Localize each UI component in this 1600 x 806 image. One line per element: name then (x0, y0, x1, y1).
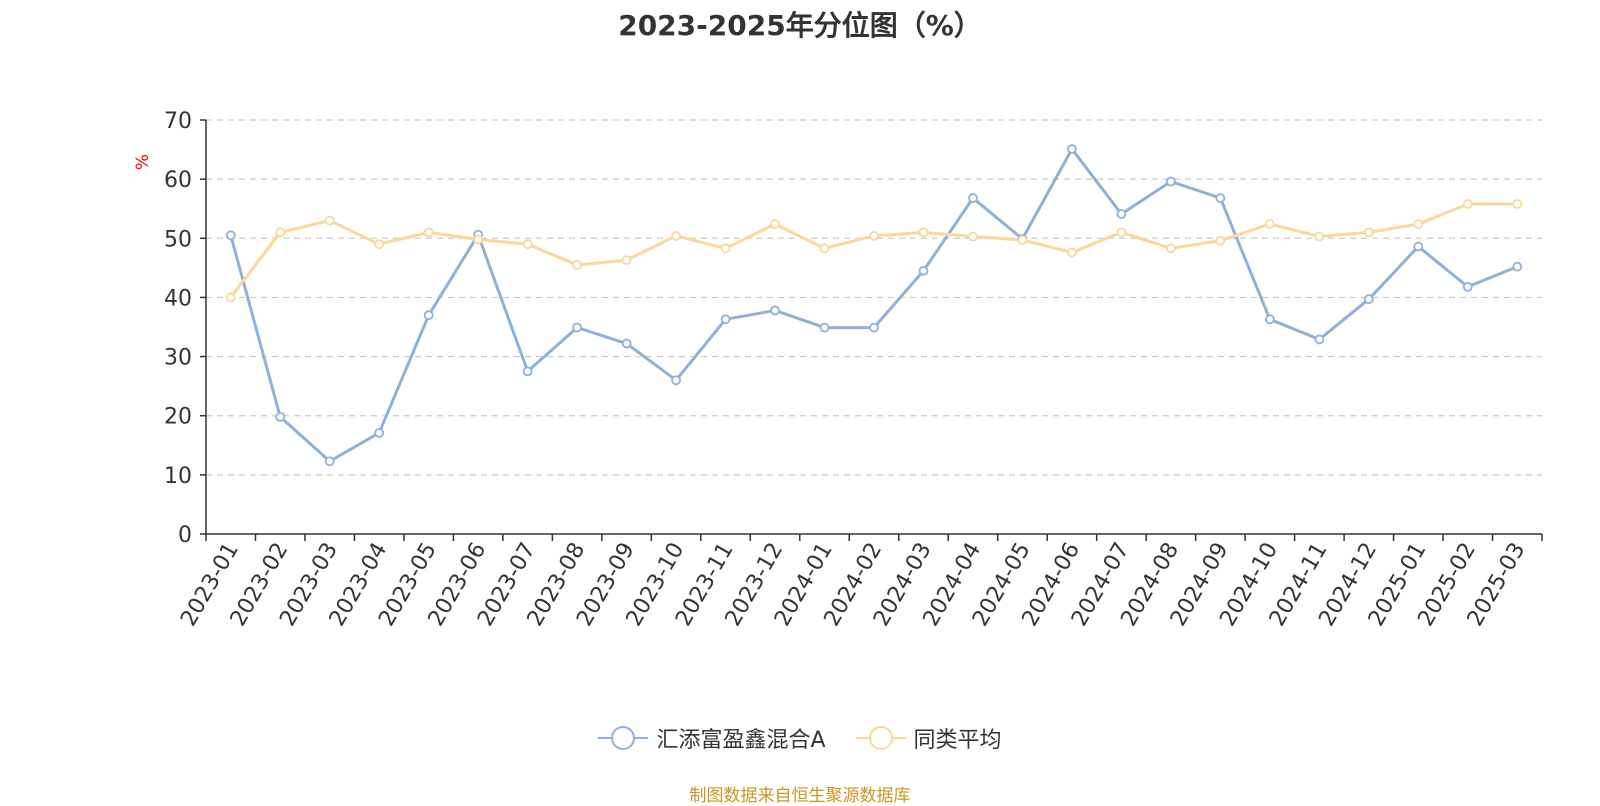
legend-item[interactable]: 同类平均 (855, 722, 1002, 754)
data-point (1314, 334, 1325, 345)
data-point (225, 292, 236, 303)
data-point (770, 219, 780, 229)
data-point (1067, 247, 1077, 258)
legend-item[interactable]: 汇添富盈鑫混合A (598, 722, 826, 754)
legend-marker-icon (598, 726, 649, 750)
data-point (324, 215, 335, 226)
data-point (621, 338, 632, 349)
data-point (423, 227, 434, 238)
data-point (671, 375, 681, 386)
series-line-1 (229, 202, 1518, 299)
legend-label: 同类平均 (913, 728, 1002, 753)
data-point (572, 322, 583, 333)
data-point (968, 231, 978, 242)
data-point (1264, 219, 1275, 229)
data-point (1017, 235, 1028, 245)
series-line-0 (229, 147, 1518, 463)
data-point (522, 366, 533, 377)
y-tick-label: 70 (164, 109, 192, 134)
data-point (572, 259, 583, 270)
data-point (918, 265, 929, 276)
data-point (275, 227, 286, 238)
y-tick-label: 40 (164, 286, 192, 311)
axes: 010203040506070%2023-012023-022023-03202… (133, 109, 1543, 631)
y-tick-label: 50 (164, 227, 192, 252)
data-point (225, 230, 236, 241)
y-tick-label: 60 (164, 168, 192, 193)
y-tick-label: 20 (164, 405, 192, 430)
y-tick-label: 30 (164, 346, 192, 371)
data-point (720, 314, 731, 325)
data-point (819, 322, 830, 333)
data-point (968, 193, 978, 203)
data-point (1116, 227, 1127, 238)
series-lines (225, 144, 1523, 467)
data-point (770, 305, 780, 316)
data-point (1215, 193, 1226, 203)
data-point (671, 231, 681, 241)
data-point (1165, 176, 1176, 187)
data-point (1116, 209, 1127, 219)
data-point (819, 243, 830, 254)
data-point (869, 322, 879, 333)
data-point (869, 231, 879, 241)
data-point (1363, 227, 1374, 238)
source-note: 制图数据来自恒生聚源数据库 (689, 786, 911, 806)
data-point (621, 255, 632, 266)
data-point (522, 239, 533, 250)
data-point (1413, 219, 1424, 229)
data-point (1363, 294, 1374, 305)
data-point (1215, 235, 1226, 246)
legend: 汇添富盈鑫混合A 同类平均 (0, 722, 1600, 754)
data-point (473, 234, 484, 245)
data-point (1067, 144, 1077, 154)
y-axis-label: % (133, 154, 153, 170)
data-point (1512, 199, 1523, 209)
data-point (1165, 243, 1176, 254)
chart-title: 2023-2025年分位图（%） (618, 9, 982, 42)
legend-label: 汇添富盈鑫混合A (656, 728, 826, 753)
data-point (1413, 241, 1424, 252)
grid-lines (206, 119, 1542, 476)
data-point (1462, 281, 1473, 292)
data-point (423, 310, 434, 321)
y-tick-label: 0 (178, 523, 192, 548)
data-point (720, 243, 731, 254)
data-point (1314, 231, 1325, 242)
data-point (374, 239, 385, 250)
data-point (1462, 199, 1473, 209)
data-point (374, 427, 385, 438)
data-point (1512, 261, 1523, 272)
data-point (324, 456, 335, 467)
legend-marker-icon (855, 726, 906, 750)
data-point (1264, 314, 1275, 325)
data-point (275, 411, 286, 422)
data-point (918, 227, 929, 238)
y-tick-label: 10 (164, 464, 192, 489)
